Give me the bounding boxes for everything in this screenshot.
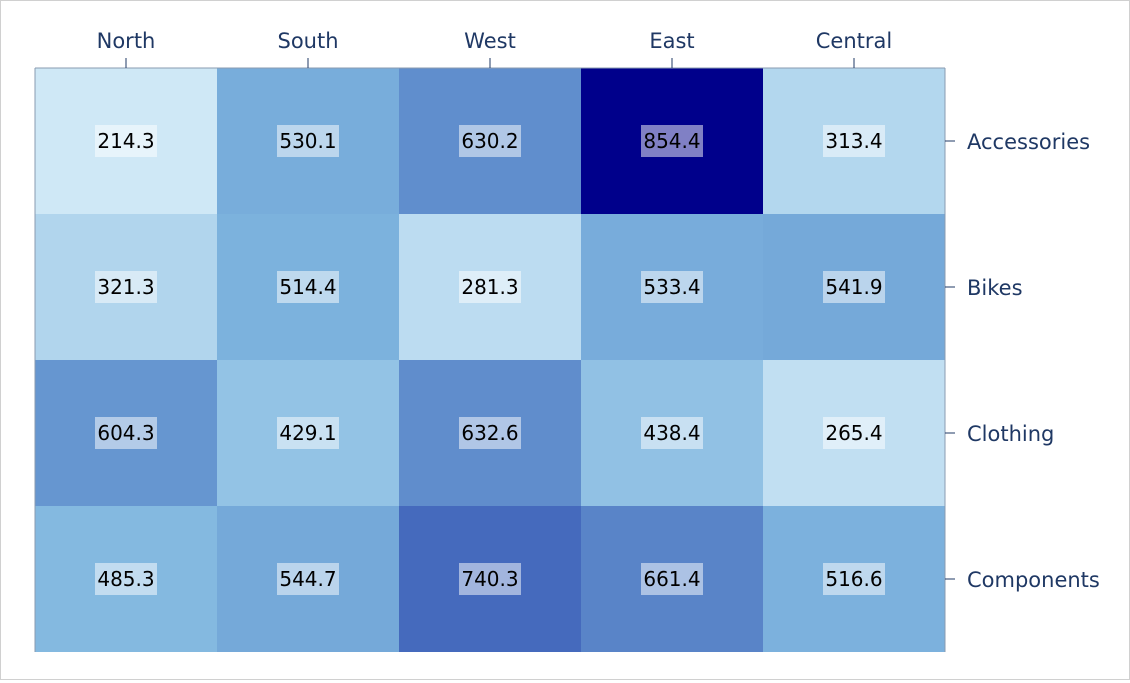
- cell-value-label: 854.4: [643, 129, 700, 153]
- cell-value-label: 429.1: [279, 421, 336, 445]
- cell-value-label: 541.9: [825, 275, 882, 299]
- cell-label-background: [823, 125, 885, 157]
- x-tick-label: North: [97, 29, 156, 53]
- cell-value-label: 530.1: [279, 129, 336, 153]
- x-tick-label: East: [649, 29, 694, 53]
- cell-value-label: 533.4: [643, 275, 700, 299]
- cell-value-label: 485.3: [97, 567, 154, 591]
- cell-label-background: [277, 271, 339, 303]
- cell-label-background: [823, 271, 885, 303]
- y-axis: Accessories Bikes Clothing Components: [34, 68, 1100, 652]
- cell-label-background: [641, 271, 703, 303]
- cell-value-label: 265.4: [825, 421, 882, 445]
- x-tick-label: West: [464, 29, 516, 53]
- cell-label-background: [823, 417, 885, 449]
- cell-value-label: 438.4: [643, 421, 700, 445]
- heatmap-cells: [35, 68, 945, 652]
- cell-label-background: [641, 417, 703, 449]
- cell-value-label: 604.3: [97, 421, 154, 445]
- y-tick-label: Components: [967, 568, 1100, 592]
- cell-label-background: [459, 417, 521, 449]
- cell-label-background: [277, 563, 339, 595]
- cell-label-background: [95, 271, 157, 303]
- cell-value-label: 313.4: [825, 129, 882, 153]
- y-tick-label: Clothing: [967, 422, 1054, 446]
- cell-label-background: [95, 563, 157, 595]
- cell-label-background: [277, 125, 339, 157]
- cell-value-label: 321.3: [97, 275, 154, 299]
- cell-label-background: [641, 125, 703, 157]
- cell-label-background: [95, 417, 157, 449]
- x-tick-label: Central: [816, 29, 892, 53]
- cell-label-background: [277, 417, 339, 449]
- y-tick-label: Bikes: [967, 276, 1023, 300]
- x-axis: North South West East Central: [35, 29, 945, 69]
- cell-value-label: 544.7: [279, 567, 336, 591]
- y-tick-label: Accessories: [967, 130, 1090, 154]
- cell-value-labels: 214.3 530.1 630.2 854.4 313.4 321.3 514.4 281.3…: [95, 125, 885, 595]
- cell-value-label: 632.6: [461, 421, 518, 445]
- cell-value-label: 214.3: [97, 129, 154, 153]
- cell-value-label: 630.2: [461, 129, 518, 153]
- cell-label-background: [459, 271, 521, 303]
- cell-label-background: [459, 563, 521, 595]
- cell-value-label: 514.4: [279, 275, 336, 299]
- cell-value-label: 740.3: [461, 567, 518, 591]
- cell-label-background: [459, 125, 521, 157]
- cell-value-label: 661.4: [643, 567, 700, 591]
- cell-label-background: [95, 125, 157, 157]
- cell-label-background: [641, 563, 703, 595]
- cell-value-label: 281.3: [461, 275, 518, 299]
- cell-label-background: [823, 563, 885, 595]
- cell-value-label: 516.6: [825, 567, 882, 591]
- x-tick-label: South: [277, 29, 338, 53]
